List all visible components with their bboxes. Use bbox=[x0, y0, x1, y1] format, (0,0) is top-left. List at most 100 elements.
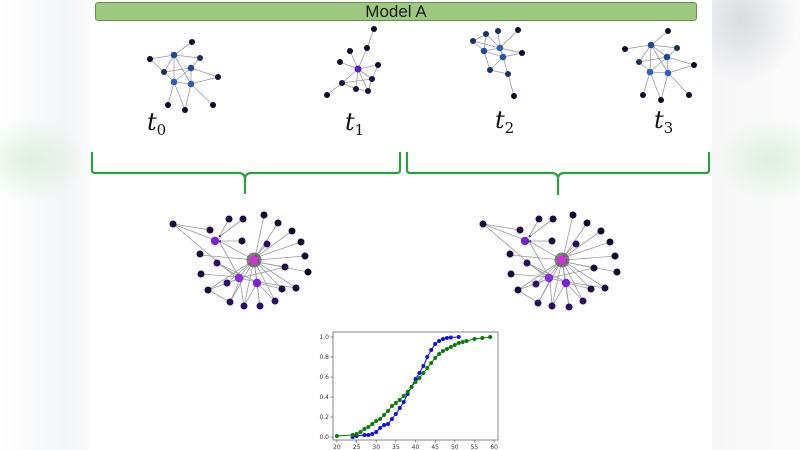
node bbox=[234, 273, 244, 283]
node bbox=[601, 284, 609, 292]
node bbox=[239, 215, 247, 223]
x-tick-label: 40 bbox=[412, 444, 420, 450]
chart-plot-area bbox=[332, 331, 499, 441]
node bbox=[210, 102, 216, 108]
node bbox=[691, 62, 697, 68]
data-point bbox=[437, 352, 442, 356]
data-point bbox=[362, 433, 367, 437]
node bbox=[663, 53, 671, 61]
data-point bbox=[401, 400, 406, 404]
node bbox=[147, 56, 153, 62]
node bbox=[274, 219, 282, 227]
data-point bbox=[425, 355, 430, 359]
snapshot-label-t2: t2 bbox=[495, 106, 515, 137]
node bbox=[561, 278, 571, 288]
node bbox=[606, 238, 614, 246]
x-tick-label: 20 bbox=[333, 444, 341, 450]
node bbox=[495, 28, 501, 34]
data-point bbox=[464, 339, 469, 343]
data-point bbox=[472, 337, 477, 341]
node bbox=[544, 273, 554, 283]
node bbox=[170, 51, 178, 59]
node bbox=[499, 53, 507, 61]
aggregate-network-graph-1 bbox=[169, 211, 312, 310]
node bbox=[187, 64, 195, 72]
data-point bbox=[386, 409, 390, 413]
chart-series bbox=[334, 335, 493, 439]
node bbox=[590, 264, 598, 272]
network-graph-t2 bbox=[470, 27, 525, 99]
node bbox=[548, 237, 556, 245]
y-tick-label: 0.8 bbox=[319, 354, 329, 361]
node bbox=[375, 62, 381, 68]
node bbox=[240, 302, 248, 310]
node bbox=[523, 259, 531, 267]
node bbox=[514, 286, 522, 294]
node bbox=[206, 226, 214, 234]
data-point bbox=[433, 342, 438, 346]
node bbox=[587, 285, 595, 293]
data-point bbox=[378, 426, 383, 430]
data-point bbox=[354, 432, 359, 436]
data-point bbox=[382, 413, 387, 417]
node bbox=[506, 250, 514, 258]
node bbox=[520, 236, 530, 246]
node bbox=[532, 280, 540, 288]
node bbox=[170, 78, 178, 86]
y-tick-label: 0.4 bbox=[319, 394, 329, 401]
data-point bbox=[480, 336, 485, 340]
node bbox=[487, 67, 493, 73]
node bbox=[611, 252, 619, 260]
node bbox=[636, 59, 642, 65]
data-point bbox=[370, 422, 375, 426]
node bbox=[292, 284, 300, 292]
node bbox=[516, 226, 524, 234]
data-point bbox=[460, 340, 465, 344]
node bbox=[658, 97, 664, 103]
node bbox=[278, 285, 286, 293]
series-line-green bbox=[336, 336, 491, 437]
node bbox=[304, 268, 312, 276]
chart-y-axis: 0.0 0.2 0.4 0.6 0.8 1.0 bbox=[319, 334, 333, 441]
node bbox=[337, 59, 343, 65]
data-point bbox=[374, 430, 379, 434]
data-point bbox=[417, 371, 422, 375]
node bbox=[301, 252, 309, 260]
node bbox=[597, 227, 605, 235]
node bbox=[622, 46, 628, 52]
data-point bbox=[350, 433, 355, 437]
data-point bbox=[366, 425, 371, 429]
data-point bbox=[456, 341, 461, 345]
data-point bbox=[370, 432, 375, 436]
data-point bbox=[417, 376, 422, 380]
data-point bbox=[429, 361, 434, 365]
curly-bracket-right bbox=[405, 152, 711, 195]
network-graph-t3 bbox=[622, 28, 697, 103]
data-point bbox=[362, 427, 367, 431]
data-point bbox=[409, 385, 414, 389]
data-point bbox=[437, 339, 442, 343]
snapshot-label-t1: t1 bbox=[345, 108, 365, 139]
data-point bbox=[397, 398, 402, 402]
data-point bbox=[456, 335, 461, 339]
node bbox=[213, 259, 221, 267]
node bbox=[480, 47, 488, 55]
x-tick-label: 25 bbox=[353, 444, 361, 450]
data-point bbox=[382, 423, 387, 427]
node bbox=[496, 44, 504, 52]
x-tick-label: 45 bbox=[431, 444, 439, 450]
node bbox=[354, 65, 362, 73]
data-point bbox=[358, 430, 363, 434]
node bbox=[324, 92, 330, 98]
node bbox=[197, 55, 203, 61]
node bbox=[339, 80, 345, 86]
slide-background-left bbox=[0, 0, 90, 450]
data-point bbox=[441, 349, 445, 353]
node bbox=[572, 240, 580, 248]
node bbox=[505, 71, 511, 77]
y-tick-label: 0.6 bbox=[319, 374, 329, 381]
data-point bbox=[393, 412, 398, 416]
node bbox=[225, 215, 233, 223]
chart-x-axis: 20 25 30 35 40 45 50 55 60 bbox=[333, 440, 498, 450]
